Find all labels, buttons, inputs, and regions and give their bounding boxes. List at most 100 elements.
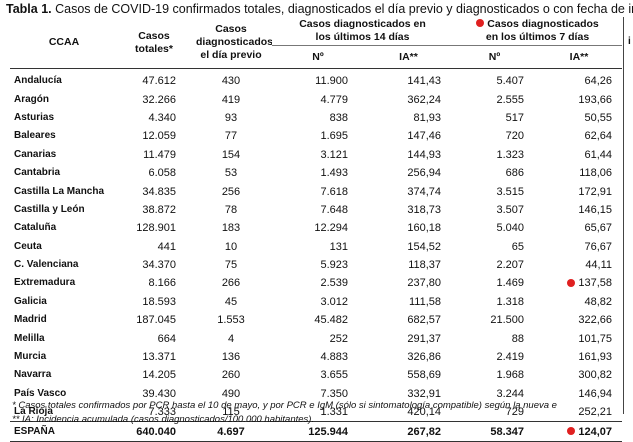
header-n-7d: Nº: [453, 45, 537, 69]
ia-14d-cell: 332,91: [407, 387, 442, 400]
table-row: Cantabria 6.058 53 1.493 256,94 686 118,06: [10, 164, 622, 182]
ia-7d-cell: 137,58: [536, 274, 622, 292]
ia-14d-cell: 237,80: [407, 277, 442, 290]
footnote-2: ** IA: Incidencia acumulada (casos diagn…: [12, 414, 315, 425]
ia-7d-cell: 48,82: [584, 295, 613, 308]
ia-14d-cell: 154,52: [407, 240, 442, 253]
ccaa-cell: Castilla La Mancha: [14, 185, 105, 197]
casos-totales-cell: 664: [157, 332, 176, 345]
ia-7d-cell: 161,93: [578, 351, 613, 364]
table-row: Madrid 187.045 1.553 45.482 682,57 21.500 322,…: [10, 311, 622, 329]
n-14d-cell: 11.900: [315, 75, 348, 88]
ia-14d-cell: 291,37: [407, 332, 442, 345]
casos-totales-cell: 11.479: [143, 148, 176, 161]
casos-previo-cell: 45: [224, 295, 238, 308]
n-14d-cell: 7.648: [320, 203, 348, 216]
table-body: Andalucía 47.612 430 11.900 141,43 5.407 64,26…: [10, 69, 623, 442]
header-cut-off-letter: i: [628, 36, 631, 47]
table-row: Melilla 664 4 252 291,37 88 101,75: [10, 329, 622, 347]
ia-14d-cell: 318,73: [407, 203, 442, 216]
table-title-text: Casos de COVID-19 confirmados totales, d…: [55, 2, 633, 16]
n-14d-cell: 131: [329, 240, 348, 253]
header-group-7d: Casos diagnosticados en los últimos 7 dí…: [453, 17, 622, 46]
ia-7d-cell: 44,11: [585, 259, 613, 272]
ia-14d-cell: 420,14: [407, 406, 442, 419]
casos-previo-cell: 256: [221, 185, 241, 198]
table-row: País Vasco 39.430 490 7.350 332,91 3.244 146,9…: [10, 385, 622, 403]
covid-cases-table: CCAA Casos totales* Casos diagnosticados…: [10, 17, 623, 442]
table-row: Navarra 14.205 260 3.655 558,69 1.968 300,82: [10, 366, 622, 384]
casos-totales-cell: 34.370: [142, 259, 176, 272]
table-row: Andalucía 47.612 430 11.900 141,43 5.407 64,26: [10, 69, 622, 91]
ccaa-cell: Murcia: [14, 351, 47, 363]
casos-totales-cell: 47.612: [142, 75, 176, 88]
n-7d-cell: 88: [511, 332, 525, 345]
table-row: Murcia 13.371 136 4.883 326,86 2.419 161,93: [10, 348, 622, 366]
ia-14d-cell: 558,69: [407, 369, 442, 382]
casos-totales-cell: 12.059: [142, 130, 176, 143]
casos-previo-cell: 10: [224, 240, 238, 253]
header-ccaa: CCAA: [10, 17, 118, 69]
casos-totales-cell: 8.166: [148, 277, 176, 290]
red-dot-icon: [476, 19, 485, 28]
n-14d-cell: 12.294: [314, 222, 348, 235]
n-7d-cell: 2.419: [496, 351, 525, 364]
ia-7d-cell: 252,21: [578, 406, 613, 419]
ia-14d-cell: 111,58: [409, 295, 442, 308]
casos-previo-cell: 78: [224, 203, 238, 216]
ia-7d-cell: 61,44: [584, 148, 613, 161]
ia-14d-cell: 326,86: [407, 351, 442, 364]
ia-14d-cell: 147,46: [407, 130, 442, 143]
casos-totales-cell: 39.430: [142, 387, 176, 400]
n-14d-cell: 3.121: [320, 148, 348, 161]
n-7d-cell: 2.207: [496, 259, 525, 272]
casos-previo-cell: 115: [222, 406, 240, 419]
n-7d-cell: 2.555: [496, 93, 525, 106]
ia-7d-cell: 172,91: [578, 185, 613, 198]
ia-14d-cell: 144,93: [407, 148, 442, 161]
n-7d-cell: 1.469: [496, 277, 525, 290]
n-7d-cell: 1.968: [496, 369, 525, 382]
ia-7d-cell: 65,67: [584, 222, 613, 235]
table-right-border: [623, 17, 624, 414]
casos-previo-cell: 154: [221, 148, 241, 161]
ia-14d-cell: 374,74: [407, 185, 442, 198]
red-dot-icon: [567, 278, 576, 287]
table-row: C. Valenciana 34.370 75 5.923 118,37 2.207 44,…: [10, 256, 622, 274]
n-7d-cell: 5.407: [496, 75, 525, 88]
ia-7d-cell: 300,82: [578, 369, 613, 382]
table-row: Cataluña 128.901 183 12.294 160,18 5.040 65,67: [10, 219, 622, 237]
n-7d-cell: 3.515: [496, 185, 525, 198]
casos-totales-cell: 4.340: [148, 111, 176, 124]
header-ia-14d: IA**: [364, 45, 454, 69]
ccaa-cell: Castilla y León: [14, 203, 85, 215]
table-title: Tabla 1. Casos de COVID-19 confirmados t…: [6, 1, 633, 18]
n-7d-cell: 517: [505, 111, 525, 124]
header-group-14d: Casos diagnosticados en los últimos 14 d…: [299, 18, 426, 43]
casos-totales-cell: 34.835: [142, 185, 176, 198]
header-n-14d: Nº: [272, 45, 364, 69]
ccaa-cell: Madrid: [14, 314, 47, 326]
ia-7d-cell: 146,15: [578, 203, 613, 216]
n-7d-cell: 5.040: [496, 222, 525, 235]
table-row: Castilla y León 38.872 78 7.648 318,73 3.507 1…: [10, 201, 622, 219]
n-14d-cell: 4.883: [320, 351, 348, 364]
ia-7d-cell: 101,75: [578, 332, 613, 345]
header-casos-dia-previo: Casos diagnosticados el día previo: [190, 17, 272, 69]
ccaa-cell: Asturias: [14, 111, 55, 123]
n-7d-cell: 720: [505, 130, 525, 143]
table-row: Baleares 12.059 77 1.695 147,46 720 62,64: [10, 127, 622, 145]
n-14d-cell: 252: [329, 332, 348, 345]
casos-previo-cell: 75: [224, 259, 238, 272]
table-row: Galicia 18.593 45 3.012 111,58 1.318 48,82: [10, 293, 622, 311]
header-casos-totales: Casos totales*: [118, 17, 190, 69]
table-row: Extremadura 8.166 266 2.539 237,80 1.469 137,5…: [10, 274, 622, 292]
casos-totales-cell: 32.266: [142, 93, 176, 106]
header-ia-7d: IA**: [536, 45, 623, 69]
casos-previo-cell: 93: [224, 111, 238, 124]
n-7d-cell: 686: [505, 167, 525, 180]
ia-14d-cell: 160,18: [407, 222, 442, 235]
ia-14d-cell: 362,24: [407, 93, 442, 106]
casos-totales-cell: 7.333: [148, 406, 176, 419]
casos-totales-cell: 128.901: [136, 222, 176, 235]
